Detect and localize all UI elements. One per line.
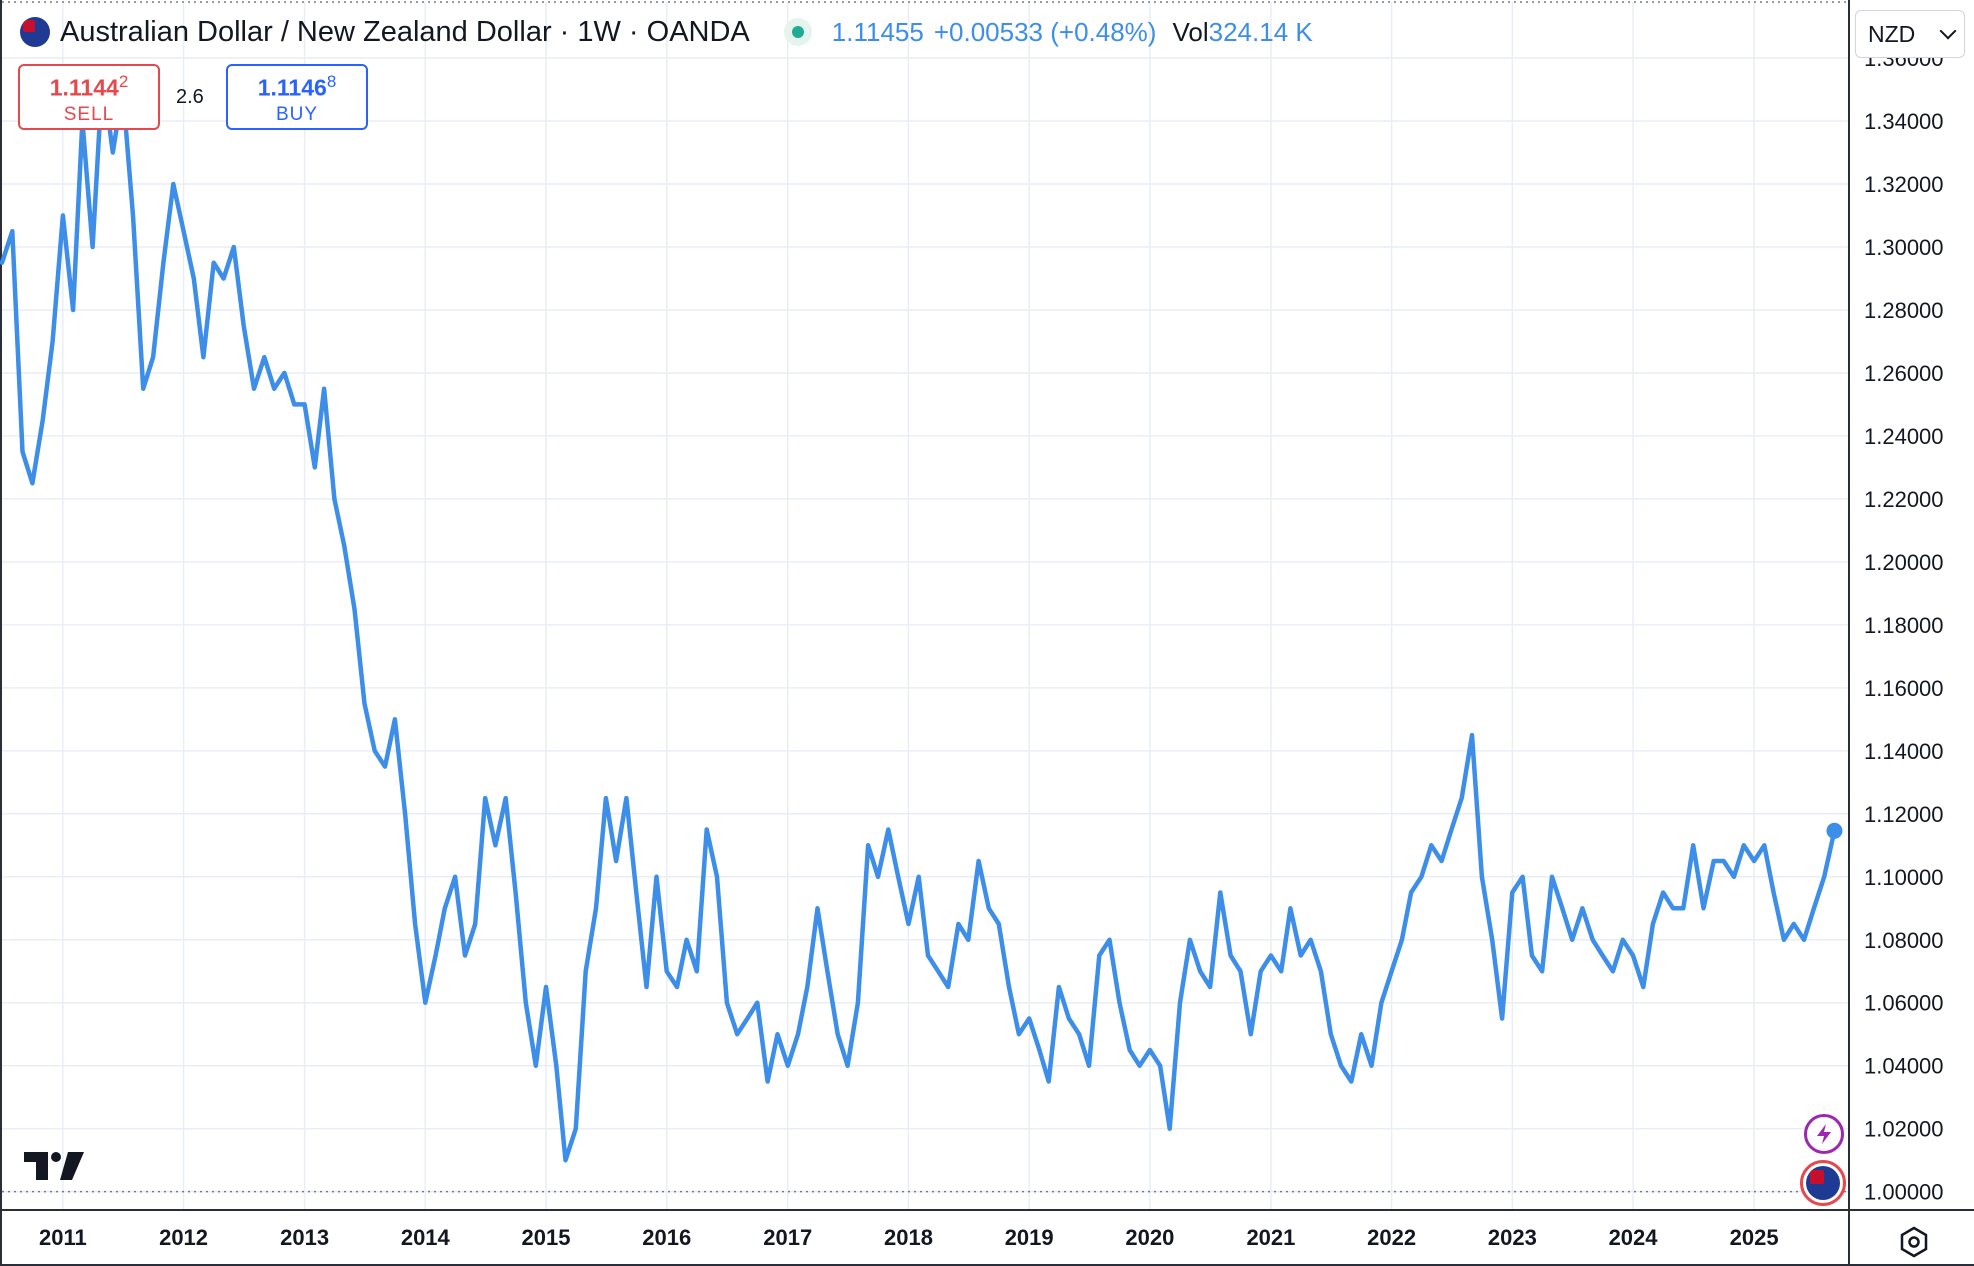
chevron-down-icon [1939, 22, 1957, 40]
y-tick-label: 1.04000 [1864, 1054, 1944, 1079]
currency-select-value: NZD [1868, 20, 1916, 47]
y-tick-label: 1.06000 [1864, 991, 1944, 1016]
price-series-line [0, 71, 1837, 1163]
y-tick-label: 1.02000 [1864, 1117, 1944, 1142]
sell-button[interactable]: 1.11442 SELL [18, 64, 160, 130]
y-tick-label: 1.32000 [1864, 172, 1944, 197]
y-tick-label: 1.00000 [1864, 1180, 1944, 1205]
y-tick-label: 1.34000 [1864, 109, 1944, 134]
x-tick-label: 2021 [1246, 1225, 1295, 1250]
sell-label: SELL [63, 103, 115, 125]
volume-value: 324.14 K [1208, 16, 1313, 47]
x-tick-label: 2015 [522, 1225, 571, 1250]
x-tick-label: 2011 [39, 1225, 87, 1250]
sell-price: 1.11442 [49, 72, 129, 101]
last-price-point [1826, 822, 1843, 839]
x-tick-label: 2018 [884, 1225, 933, 1250]
x-tick-label: 2023 [1488, 1225, 1537, 1250]
x-tick-label: 2016 [642, 1225, 691, 1250]
y-tick-label: 1.22000 [1864, 487, 1944, 512]
x-tick-label: 2017 [763, 1225, 812, 1250]
x-tick-label: 2024 [1609, 1225, 1659, 1250]
y-tick-label: 1.24000 [1864, 424, 1944, 449]
y-tick-label: 1.28000 [1864, 298, 1944, 323]
y-tick-label: 1.30000 [1864, 235, 1944, 260]
x-tick-label: 2013 [280, 1225, 329, 1250]
y-tick-label: 1.14000 [1864, 739, 1944, 764]
x-tick-label: 2022 [1367, 1225, 1416, 1250]
y-tick-label: 1.18000 [1864, 613, 1944, 638]
buy-button[interactable]: 1.11468 BUY [226, 64, 368, 130]
x-tick-label: 2019 [1005, 1225, 1054, 1250]
volume-label: Vol [1172, 16, 1209, 47]
y-tick-label: 1.26000 [1864, 361, 1944, 386]
x-tick-label: 2014 [401, 1225, 451, 1250]
spread-value: 2.6 [176, 86, 204, 108]
currency-select[interactable]: NZD [1855, 10, 1965, 58]
x-tick-label: 2020 [1125, 1225, 1174, 1250]
x-tick-label: 2012 [159, 1225, 208, 1250]
x-tick-label: 2025 [1730, 1225, 1779, 1250]
buy-label: BUY [275, 103, 319, 125]
live-status-icon [783, 18, 812, 46]
chart-header: Australian Dollar / New Zealand Dollar ·… [20, 10, 1313, 54]
price-change: +0.00533 (+0.48%) [933, 16, 1157, 47]
y-tick-label: 1.10000 [1864, 865, 1944, 890]
symbol-title[interactable]: Australian Dollar / New Zealand Dollar ·… [60, 15, 750, 48]
last-price: 1.11455 [831, 16, 924, 47]
tradingview-logo-icon[interactable] [24, 1150, 86, 1182]
settings-icon[interactable] [1896, 1224, 1932, 1260]
aud-flag-icon [20, 17, 50, 47]
bolt-icon[interactable] [1804, 1114, 1844, 1154]
aud-avatar-icon[interactable] [1800, 1160, 1846, 1206]
y-tick-label: 1.16000 [1864, 676, 1944, 701]
y-tick-label: 1.12000 [1864, 802, 1944, 827]
y-tick-label: 1.08000 [1864, 928, 1944, 953]
buy-price: 1.11468 [257, 72, 337, 101]
y-tick-label: 1.20000 [1864, 550, 1944, 575]
